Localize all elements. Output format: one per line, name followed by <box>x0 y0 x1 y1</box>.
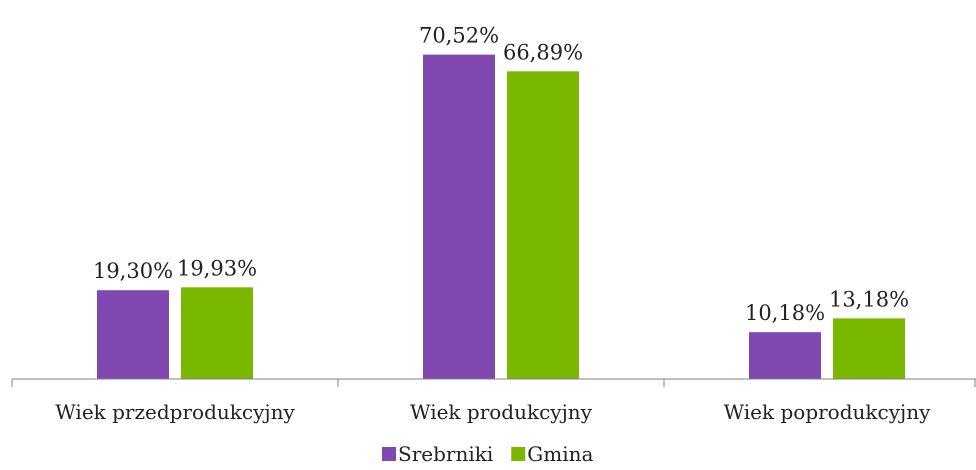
data-label-srebrniki-2: 10,18% <box>745 301 825 325</box>
legend-swatch-gmina <box>511 447 526 461</box>
data-label-gmina-0: 19,93% <box>177 256 257 280</box>
x-tick-label-2: Wiek poprodukcyjny <box>724 400 932 424</box>
bars-layer <box>97 54 905 379</box>
data-label-gmina-1: 66,89% <box>503 40 583 64</box>
legend-swatch-srebrniki <box>382 447 396 461</box>
legend-label-srebrniki: Srebrniki <box>398 442 493 466</box>
data-label-srebrniki-0: 19,30% <box>93 259 173 283</box>
legend-label-gmina: Gmina <box>527 442 593 466</box>
bar-srebrniki-1 <box>423 54 495 379</box>
bar-srebrniki-2 <box>749 332 821 379</box>
x-tick-label-0: Wiek przedprodukcyjny <box>55 400 295 424</box>
bar-srebrniki-0 <box>97 290 169 379</box>
bar-gmina-2 <box>833 318 905 379</box>
x-tick-label-1: Wiek produkcyjny <box>410 400 593 424</box>
bar-gmina-1 <box>507 71 579 379</box>
bar-gmina-0 <box>181 287 253 379</box>
data-label-gmina-2: 13,18% <box>829 287 909 311</box>
legend: Srebrniki Gmina <box>382 442 593 466</box>
data-label-srebrniki-1: 70,52% <box>419 24 499 48</box>
data-labels-layer: 19,30% 19,93% 70,52%66,89% 10,18%13,18% <box>93 24 909 326</box>
x-axis: Wiek przedprodukcyjny Wiek produkcyjny Wie… <box>11 378 976 424</box>
